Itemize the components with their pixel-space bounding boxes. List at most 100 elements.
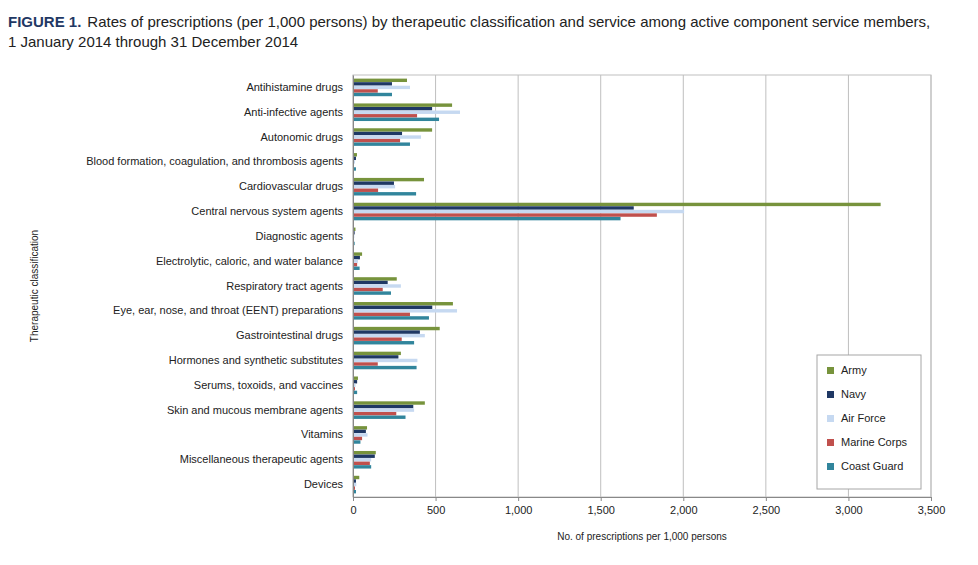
bar bbox=[353, 284, 401, 287]
grid-line bbox=[931, 75, 932, 497]
y-tick: Respiratory tract agents bbox=[226, 280, 353, 292]
legend-label: Army bbox=[841, 364, 867, 376]
x-tick: 3,500 bbox=[918, 497, 946, 516]
y-tick-label: Autonomic drugs bbox=[260, 131, 343, 143]
bar bbox=[353, 408, 414, 411]
legend-label: Coast Guard bbox=[841, 460, 903, 472]
bar bbox=[353, 327, 440, 330]
title-text: Rates of prescriptions (per 1,000 person… bbox=[87, 13, 930, 30]
x-tick-mark bbox=[518, 497, 519, 501]
y-tick: Gastrointestinal drugs bbox=[236, 329, 353, 341]
y-tick-label: Anti-infective agents bbox=[244, 106, 344, 118]
bar bbox=[353, 135, 421, 138]
y-tick-label: Cardiovascular drugs bbox=[239, 180, 343, 192]
bar bbox=[353, 118, 439, 121]
y-tick-label: Skin and mucous membrane agents bbox=[167, 404, 344, 416]
plot-frame bbox=[353, 75, 931, 497]
bar bbox=[353, 440, 360, 443]
series bbox=[353, 93, 621, 494]
bar bbox=[353, 401, 425, 404]
bar bbox=[353, 359, 417, 362]
y-tick: Devices bbox=[304, 478, 353, 490]
series bbox=[353, 89, 657, 490]
bar bbox=[353, 330, 420, 333]
y-tick: Autonomic drugs bbox=[260, 131, 353, 143]
bar bbox=[353, 139, 400, 142]
x-tick-mark bbox=[601, 497, 602, 501]
y-tick-label: Blood formation, coagulation, and thromb… bbox=[86, 155, 343, 167]
bar bbox=[353, 192, 416, 195]
bar bbox=[353, 462, 370, 465]
bar bbox=[353, 437, 362, 440]
bar bbox=[353, 142, 410, 145]
y-tick-label: Devices bbox=[304, 478, 344, 490]
bar bbox=[353, 89, 378, 92]
bar bbox=[353, 111, 460, 114]
bar bbox=[353, 458, 371, 461]
bar bbox=[353, 86, 410, 89]
bar bbox=[353, 352, 401, 355]
y-tick: Antihistamine drugs bbox=[246, 81, 353, 93]
x-tick-mark bbox=[848, 497, 849, 501]
x-tick-label: 3,000 bbox=[835, 504, 863, 516]
subtitle: 1 January 2014 through 31 December 2014 bbox=[8, 33, 298, 50]
x-tick-label: 3,500 bbox=[918, 504, 946, 516]
bar bbox=[353, 313, 410, 316]
bar bbox=[353, 309, 457, 312]
x-tick: 3,000 bbox=[835, 497, 863, 516]
bar bbox=[353, 181, 394, 184]
grid-line bbox=[683, 75, 684, 497]
bar bbox=[353, 178, 424, 181]
legend-swatch bbox=[827, 439, 834, 446]
grid-line bbox=[518, 75, 519, 497]
bar bbox=[353, 213, 657, 216]
y-tick: Eye, ear, nose, and throat (EENT) prepar… bbox=[113, 304, 353, 316]
legend-swatch bbox=[827, 367, 834, 374]
bar bbox=[353, 79, 407, 82]
y-tick: Anti-infective agents bbox=[244, 106, 353, 118]
bar bbox=[353, 455, 375, 458]
x-tick-mark bbox=[931, 497, 932, 501]
bar bbox=[353, 114, 417, 117]
legend-swatch bbox=[827, 415, 834, 422]
bar bbox=[353, 252, 362, 255]
y-tick: Vitamins bbox=[301, 428, 353, 440]
bar bbox=[353, 185, 395, 188]
bar bbox=[353, 288, 383, 291]
bar bbox=[353, 355, 398, 358]
y-tick: Electrolytic, caloric, and water balance bbox=[156, 255, 353, 267]
bar bbox=[353, 334, 425, 337]
x-tick-label: 2,000 bbox=[670, 504, 698, 516]
x-tick-mark bbox=[353, 497, 354, 501]
bar bbox=[353, 366, 417, 369]
y-tick-label: Antihistamine drugs bbox=[246, 81, 343, 93]
x-axis: 05001,0001,5002,0002,5003,0003,500 bbox=[350, 497, 945, 516]
bar bbox=[353, 256, 360, 259]
bar bbox=[353, 217, 621, 220]
y-tick: Skin and mucous membrane agents bbox=[167, 404, 353, 416]
y-tick-label: Eye, ear, nose, and throat (EENT) prepar… bbox=[113, 304, 343, 316]
y-tick-label: Hormones and synthetic substitutes bbox=[169, 354, 344, 366]
y-axis: Antihistamine drugs Anti-infective agents… bbox=[86, 76, 353, 498]
y-tick: Hormones and synthetic substitutes bbox=[169, 354, 353, 366]
bar bbox=[353, 210, 684, 213]
y-tick-label: Serums, toxoids, and vaccines bbox=[194, 379, 344, 391]
legend-box bbox=[817, 355, 921, 489]
bar bbox=[353, 203, 881, 206]
bar bbox=[353, 107, 432, 110]
y-tick: Diagnostic agents bbox=[256, 230, 353, 242]
title-label: FIGURE 1. bbox=[8, 13, 81, 30]
x-tick: 0 bbox=[350, 497, 356, 516]
x-tick-label: 2,500 bbox=[753, 504, 781, 516]
bar bbox=[353, 306, 432, 309]
x-tick: 1,000 bbox=[505, 497, 533, 516]
x-tick-label: 0 bbox=[350, 504, 356, 516]
x-tick-label: 500 bbox=[427, 504, 445, 516]
chart: FIGURE 1. Rates of prescriptions (per 1,0… bbox=[0, 0, 978, 565]
bar bbox=[353, 405, 413, 408]
bar bbox=[353, 426, 367, 429]
y-tick-label: Vitamins bbox=[301, 428, 343, 440]
bar bbox=[353, 128, 432, 131]
grid-line bbox=[765, 75, 766, 497]
y-tick-label: Gastrointestinal drugs bbox=[236, 329, 343, 341]
